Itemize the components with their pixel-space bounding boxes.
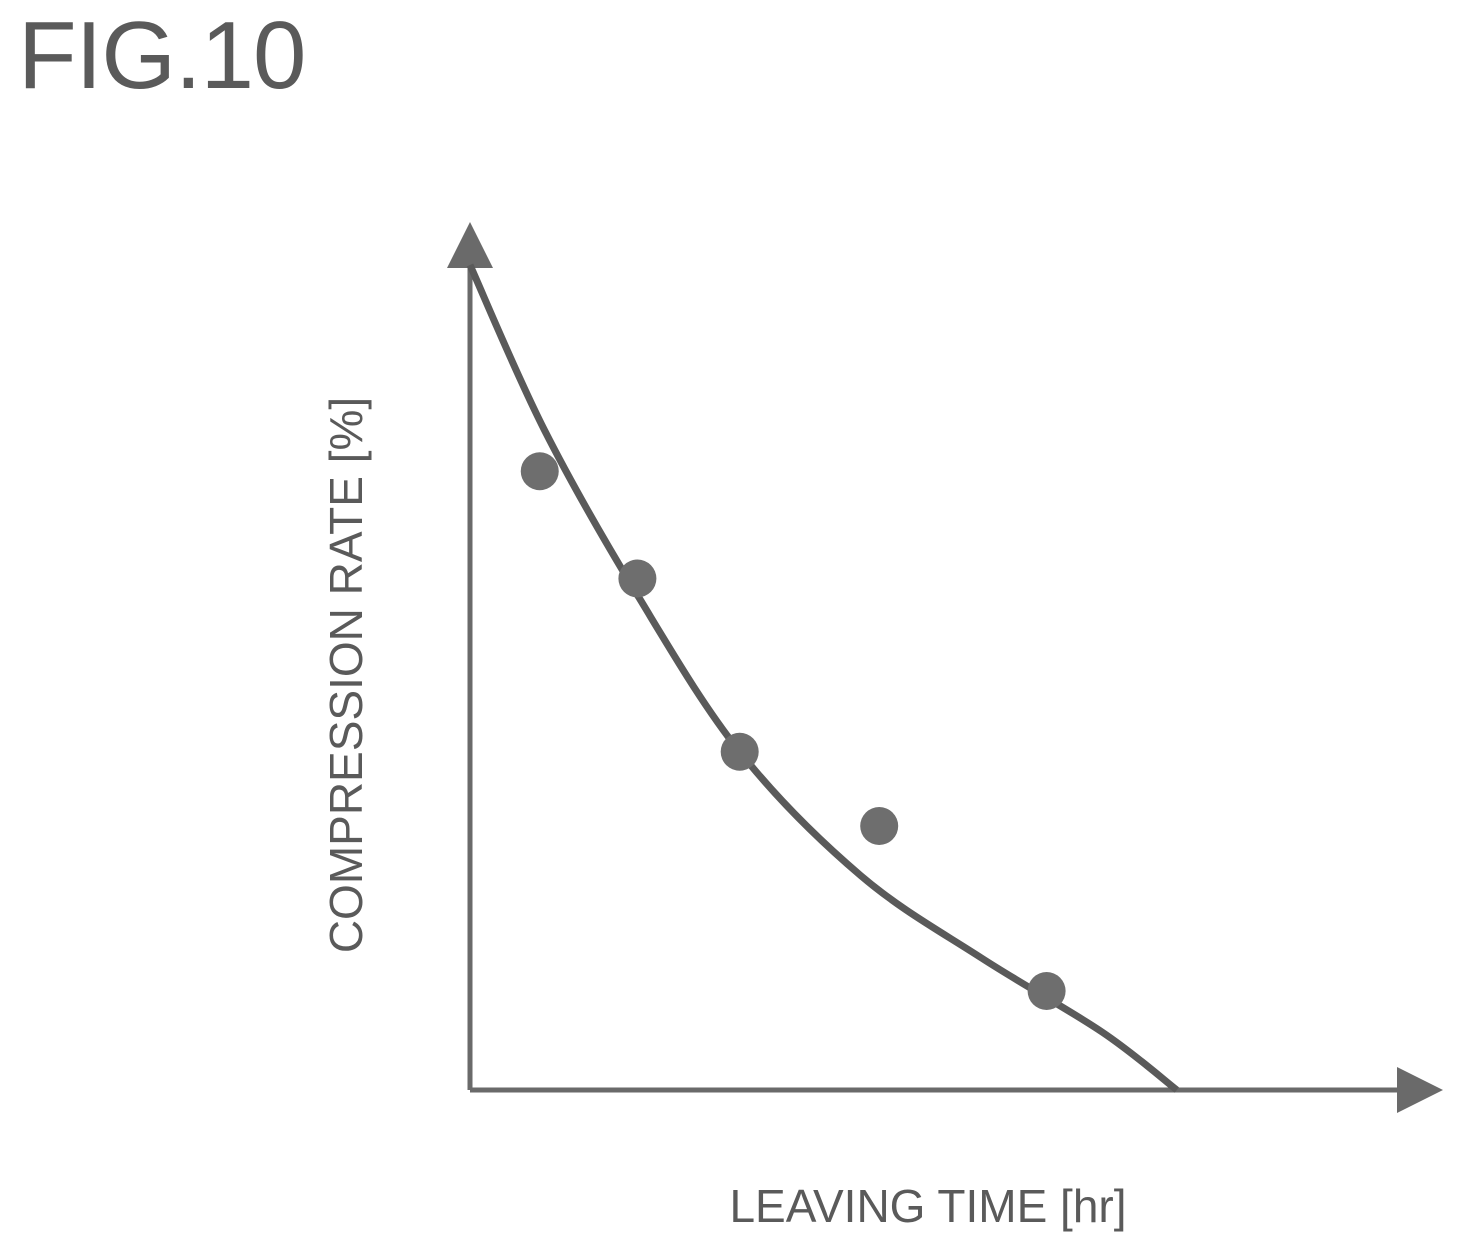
data-point: [618, 559, 657, 598]
data-point: [520, 452, 559, 491]
fitted-curve-layer: [466, 263, 1179, 1093]
y-axis-arrow-icon: [447, 222, 493, 268]
y-axis-label: COMPRESSION RATE [%]: [320, 397, 372, 953]
axes: [447, 222, 1443, 1113]
figure-label: FIG.10: [18, 2, 306, 109]
x-axis-label: LEAVING TIME [hr]: [729, 1180, 1126, 1232]
data-point: [860, 807, 899, 845]
data-point: [720, 732, 759, 771]
data-point: [1027, 972, 1066, 1010]
x-axis-arrow-icon: [1397, 1067, 1443, 1113]
fitted-curve: [466, 263, 1179, 1093]
data-points-layer: [520, 452, 1066, 1010]
